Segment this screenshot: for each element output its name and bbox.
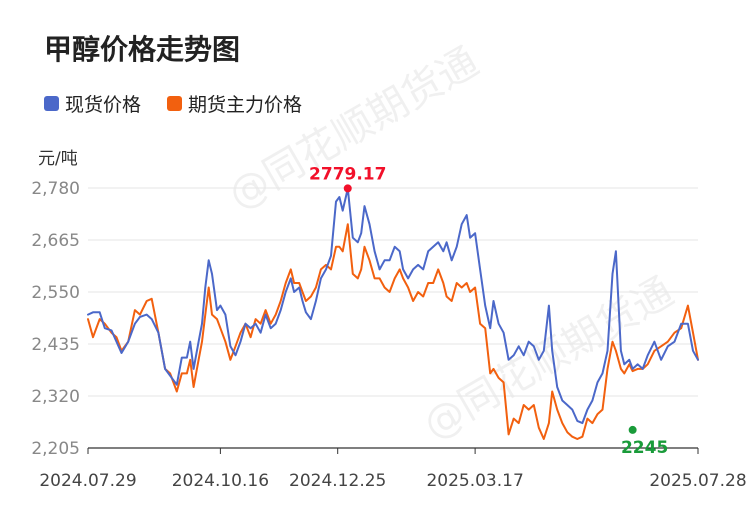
x-tick-label: 2025.07.28 xyxy=(649,471,746,491)
annotations: 2779.17 2245 xyxy=(309,164,668,458)
watermark-text: @同花顺期货通 xyxy=(221,39,486,219)
series-lines xyxy=(87,187,699,440)
min-point-label: 2245 xyxy=(621,438,668,458)
y-tick-label: 2,320 xyxy=(31,387,80,407)
x-tick-label: 2025.03.17 xyxy=(426,471,523,491)
legend-swatch-futures xyxy=(167,96,183,111)
legend: 现货价格 期货主力价格 xyxy=(44,90,328,117)
max-point-marker xyxy=(343,184,352,193)
legend-swatch-spot xyxy=(44,96,59,111)
x-tick-label: 2024.12.25 xyxy=(289,471,386,491)
y-tick-label: 2,665 xyxy=(31,231,80,251)
y-tick-label: 2,780 xyxy=(31,179,80,199)
y-axis-unit: 元/吨 xyxy=(38,149,78,169)
legend-label-spot: 现货价格 xyxy=(65,94,142,116)
y-tick-label: 2,205 xyxy=(31,439,80,459)
max-point-label: 2779.17 xyxy=(309,164,386,184)
x-tick-label: 2024.07.29 xyxy=(39,471,136,491)
series-line-spot xyxy=(87,187,699,425)
legend-item-futures[interactable]: 期货主力价格 xyxy=(167,90,302,117)
y-axis-ticks: 2,205 2,320 2,435 2,550 2,665 2,780 xyxy=(31,179,80,459)
legend-label-futures: 期货主力价格 xyxy=(188,94,303,116)
watermarks: @同花顺期货通@同花顺期货通 xyxy=(221,39,681,449)
series-line-futures xyxy=(87,223,699,440)
legend-item-spot[interactable]: 现货价格 xyxy=(44,90,141,117)
chart-title: 甲醇价格走势图 xyxy=(44,33,241,66)
min-point-marker xyxy=(628,425,637,434)
x-axis: 2024.07.29 2024.10.16 2024.12.25 2025.03.17… xyxy=(39,448,747,491)
y-tick-label: 2,435 xyxy=(31,335,80,355)
x-tick-label: 2024.10.16 xyxy=(172,471,269,491)
y-tick-label: 2,550 xyxy=(31,283,80,303)
